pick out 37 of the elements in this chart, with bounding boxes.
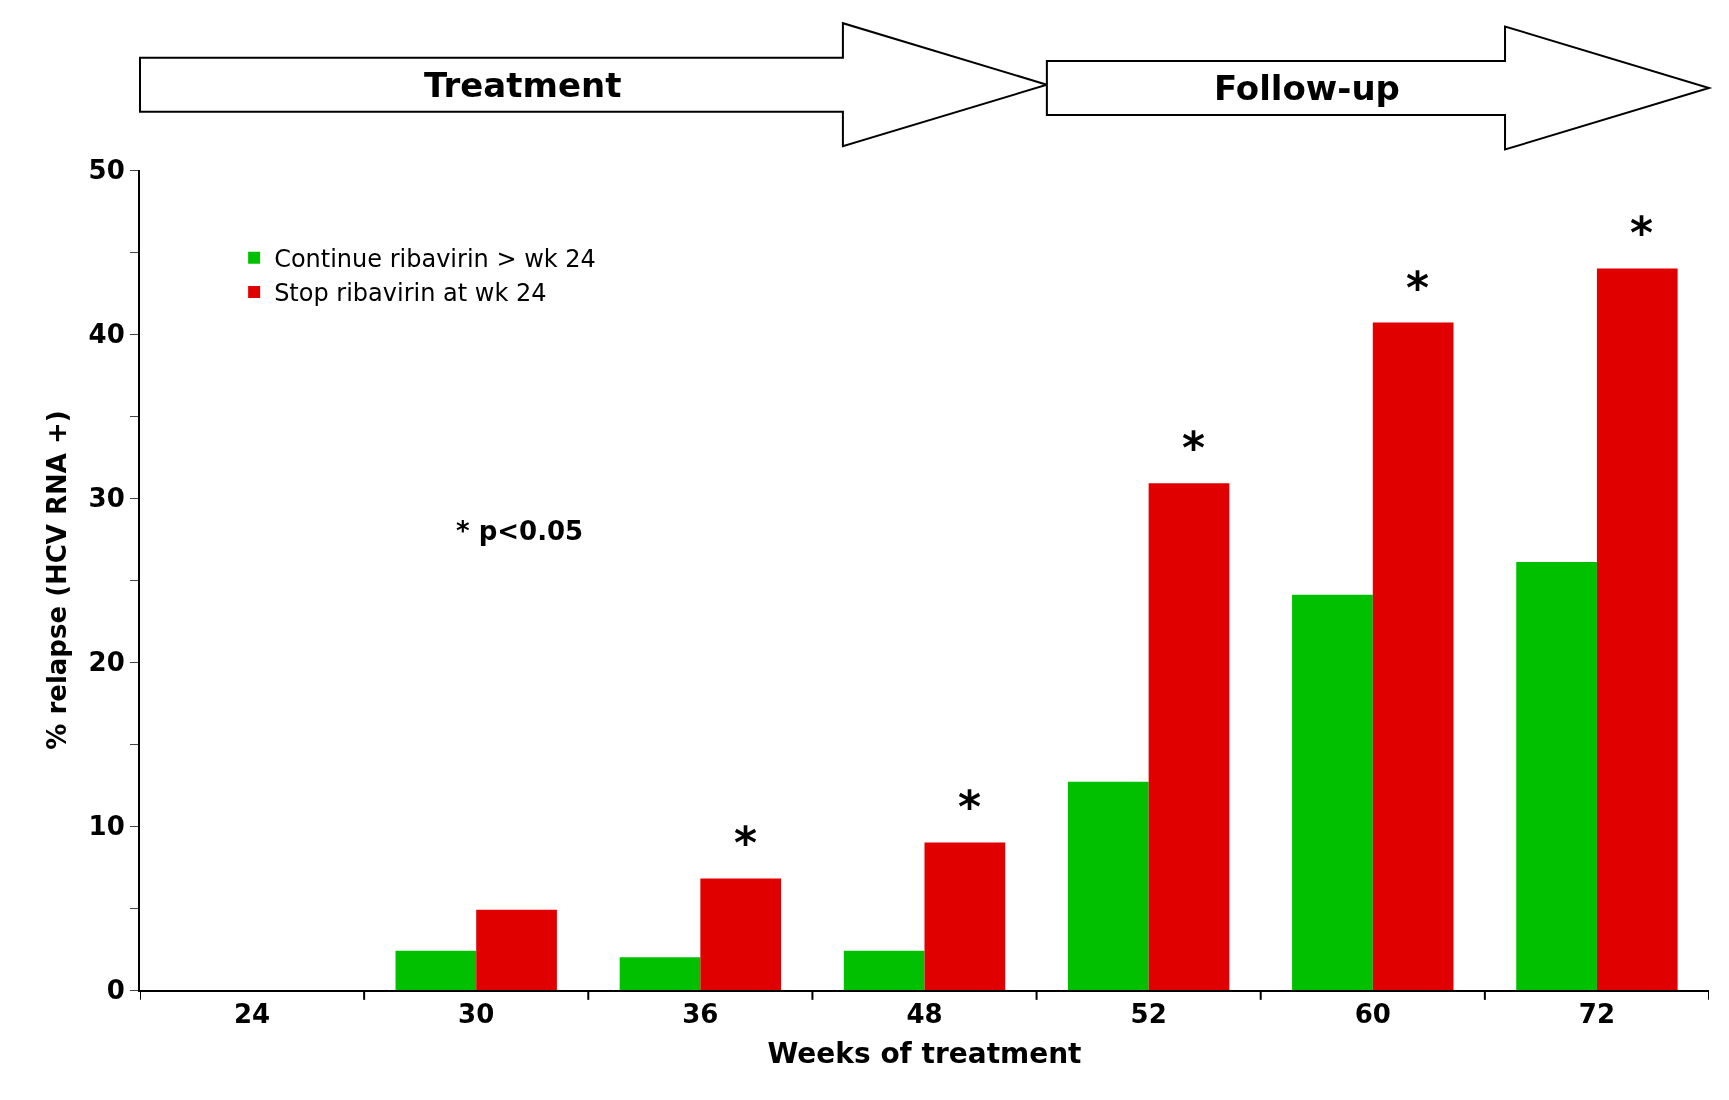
annotation: * — [1182, 422, 1206, 473]
annotation: * — [734, 817, 758, 868]
bar — [1596, 268, 1678, 990]
bar — [924, 842, 1006, 990]
annotation: * — [958, 781, 982, 832]
x-tick-label: 30 — [458, 999, 495, 1030]
y-tick-label: 10 — [88, 811, 125, 842]
x-tick-label: 24 — [233, 999, 271, 1030]
x-axis-title: Weeks of treatment — [767, 1036, 1082, 1070]
bar — [700, 878, 782, 990]
text: Treatment — [424, 65, 622, 105]
bar — [1292, 594, 1373, 990]
y-tick-label: 20 — [88, 647, 125, 678]
bar — [1067, 781, 1149, 990]
annotation: * — [1630, 207, 1654, 258]
x-tick-label: 36 — [682, 999, 719, 1030]
bar — [1372, 322, 1454, 990]
text: Follow-up — [1214, 68, 1400, 108]
y-tick-label: 30 — [88, 483, 125, 514]
bar — [395, 950, 477, 990]
bar — [476, 909, 557, 990]
x-tick-label: 72 — [1578, 999, 1616, 1030]
bar — [1516, 561, 1597, 990]
legend-label: Stop ribavirin at wk 24 — [274, 279, 547, 308]
bar — [843, 950, 925, 990]
x-tick-label: 52 — [1130, 999, 1167, 1030]
y-tick-label: 50 — [88, 155, 125, 186]
annotation: * — [1406, 262, 1430, 313]
bar — [1148, 483, 1230, 990]
y-axis-title: % relapse (HCV RNA +) — [41, 410, 72, 750]
bar — [619, 957, 701, 990]
annotation: * p<0.05 — [456, 516, 584, 546]
y-tick-label: 0 — [106, 975, 125, 1006]
y-tick-label: 40 — [88, 319, 125, 350]
legend-label: Continue ribavirin > wk 24 — [274, 245, 596, 274]
x-tick-label: 60 — [1354, 999, 1391, 1030]
x-tick-label: 48 — [906, 999, 943, 1030]
